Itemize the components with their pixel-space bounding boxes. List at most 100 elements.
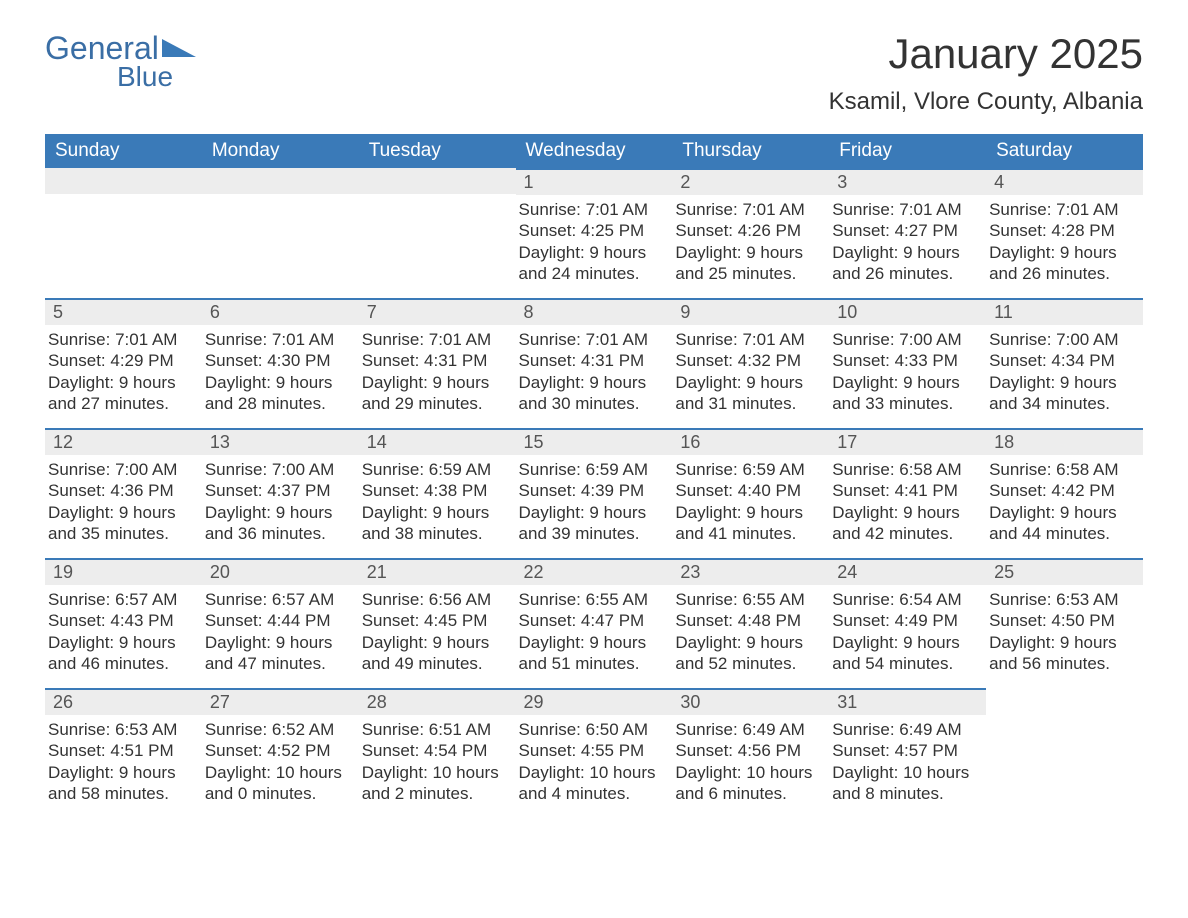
day-number: 5 [45,300,202,325]
day-body: Sunrise: 6:59 AMSunset: 4:38 PMDaylight:… [359,455,516,552]
sunrise-text: Sunrise: 7:01 AM [205,329,351,350]
calendar-cell [45,168,202,298]
day-body: Sunrise: 6:49 AMSunset: 4:56 PMDaylight:… [672,715,829,812]
sunset-text: Sunset: 4:40 PM [675,480,821,501]
sunset-text: Sunset: 4:42 PM [989,480,1135,501]
daylight-text-line1: Daylight: 10 hours [675,762,821,783]
daylight-text-line2: and 29 minutes. [362,393,508,414]
day-number: 2 [672,170,829,195]
daylight-text-line2: and 52 minutes. [675,653,821,674]
day-number: 4 [986,170,1143,195]
calendar-cell [359,168,516,298]
daylight-text-line2: and 27 minutes. [48,393,194,414]
day-wrap: 16Sunrise: 6:59 AMSunset: 4:40 PMDayligh… [672,428,829,552]
day-body: Sunrise: 6:57 AMSunset: 4:44 PMDaylight:… [202,585,359,682]
daylight-text-line2: and 33 minutes. [832,393,978,414]
day-wrap: 8Sunrise: 7:01 AMSunset: 4:31 PMDaylight… [516,298,673,422]
daylight-text-line1: Daylight: 9 hours [362,632,508,653]
day-wrap: 13Sunrise: 7:00 AMSunset: 4:37 PMDayligh… [202,428,359,552]
calendar-header-row: Sunday Monday Tuesday Wednesday Thursday… [45,134,1143,168]
sunset-text: Sunset: 4:51 PM [48,740,194,761]
day-number: 3 [829,170,986,195]
calendar-cell: 4Sunrise: 7:01 AMSunset: 4:28 PMDaylight… [986,168,1143,298]
daylight-text-line2: and 25 minutes. [675,263,821,284]
day-body: Sunrise: 6:53 AMSunset: 4:51 PMDaylight:… [45,715,202,812]
sunrise-text: Sunrise: 6:58 AM [989,459,1135,480]
daylight-text-line2: and 0 minutes. [205,783,351,804]
day-wrap: 9Sunrise: 7:01 AMSunset: 4:32 PMDaylight… [672,298,829,422]
sunset-text: Sunset: 4:48 PM [675,610,821,631]
sunset-text: Sunset: 4:47 PM [519,610,665,631]
sunrise-text: Sunrise: 7:00 AM [205,459,351,480]
daylight-text-line2: and 35 minutes. [48,523,194,544]
day-body: Sunrise: 7:00 AMSunset: 4:33 PMDaylight:… [829,325,986,422]
calendar-cell: 22Sunrise: 6:55 AMSunset: 4:47 PMDayligh… [516,558,673,688]
day-wrap: 24Sunrise: 6:54 AMSunset: 4:49 PMDayligh… [829,558,986,682]
sunset-text: Sunset: 4:25 PM [519,220,665,241]
day-wrap: 18Sunrise: 6:58 AMSunset: 4:42 PMDayligh… [986,428,1143,552]
day-body: Sunrise: 6:51 AMSunset: 4:54 PMDaylight:… [359,715,516,812]
daylight-text-line2: and 6 minutes. [675,783,821,804]
day-wrap: 4Sunrise: 7:01 AMSunset: 4:28 PMDaylight… [986,168,1143,292]
day-wrap: 5Sunrise: 7:01 AMSunset: 4:29 PMDaylight… [45,298,202,422]
daylight-text-line1: Daylight: 10 hours [362,762,508,783]
day-wrap: 7Sunrise: 7:01 AMSunset: 4:31 PMDaylight… [359,298,516,422]
sunrise-text: Sunrise: 7:00 AM [48,459,194,480]
day-body: Sunrise: 7:01 AMSunset: 4:27 PMDaylight:… [829,195,986,292]
weekday-header: Thursday [672,134,829,168]
day-wrap: 17Sunrise: 6:58 AMSunset: 4:41 PMDayligh… [829,428,986,552]
day-wrap: 3Sunrise: 7:01 AMSunset: 4:27 PMDaylight… [829,168,986,292]
sunset-text: Sunset: 4:36 PM [48,480,194,501]
day-body: Sunrise: 7:00 AMSunset: 4:36 PMDaylight:… [45,455,202,552]
daylight-text-line1: Daylight: 9 hours [48,372,194,393]
flag-icon [162,35,200,62]
calendar-cell: 31Sunrise: 6:49 AMSunset: 4:57 PMDayligh… [829,688,986,818]
calendar-cell [986,688,1143,818]
daylight-text-line1: Daylight: 9 hours [832,502,978,523]
sunrise-text: Sunrise: 7:00 AM [989,329,1135,350]
daylight-text-line1: Daylight: 9 hours [205,502,351,523]
daylight-text-line1: Daylight: 9 hours [675,502,821,523]
calendar-cell: 3Sunrise: 7:01 AMSunset: 4:27 PMDaylight… [829,168,986,298]
daylight-text-line1: Daylight: 9 hours [48,762,194,783]
day-number: 10 [829,300,986,325]
calendar-week-row: 1Sunrise: 7:01 AMSunset: 4:25 PMDaylight… [45,168,1143,298]
daylight-text-line1: Daylight: 9 hours [832,372,978,393]
sunset-text: Sunset: 4:37 PM [205,480,351,501]
daylight-text-line2: and 54 minutes. [832,653,978,674]
sunset-text: Sunset: 4:33 PM [832,350,978,371]
calendar-cell [202,168,359,298]
sunrise-text: Sunrise: 6:53 AM [48,719,194,740]
sunset-text: Sunset: 4:28 PM [989,220,1135,241]
daylight-text-line2: and 44 minutes. [989,523,1135,544]
day-number: 30 [672,690,829,715]
daylight-text-line1: Daylight: 9 hours [989,632,1135,653]
daylight-text-line1: Daylight: 9 hours [675,372,821,393]
sunrise-text: Sunrise: 6:53 AM [989,589,1135,610]
calendar-cell: 20Sunrise: 6:57 AMSunset: 4:44 PMDayligh… [202,558,359,688]
day-wrap: 1Sunrise: 7:01 AMSunset: 4:25 PMDaylight… [516,168,673,292]
daylight-text-line1: Daylight: 9 hours [989,502,1135,523]
sunrise-text: Sunrise: 6:49 AM [675,719,821,740]
calendar-cell: 19Sunrise: 6:57 AMSunset: 4:43 PMDayligh… [45,558,202,688]
calendar-cell: 6Sunrise: 7:01 AMSunset: 4:30 PMDaylight… [202,298,359,428]
sunset-text: Sunset: 4:43 PM [48,610,194,631]
day-number: 31 [829,690,986,715]
weekday-header: Monday [202,134,359,168]
daylight-text-line2: and 38 minutes. [362,523,508,544]
daylight-text-line2: and 34 minutes. [989,393,1135,414]
day-wrap: 15Sunrise: 6:59 AMSunset: 4:39 PMDayligh… [516,428,673,552]
sunset-text: Sunset: 4:45 PM [362,610,508,631]
calendar-cell: 5Sunrise: 7:01 AMSunset: 4:29 PMDaylight… [45,298,202,428]
day-body: Sunrise: 7:01 AMSunset: 4:25 PMDaylight:… [516,195,673,292]
day-body: Sunrise: 7:00 AMSunset: 4:34 PMDaylight:… [986,325,1143,422]
daylight-text-line2: and 2 minutes. [362,783,508,804]
sunrise-text: Sunrise: 6:54 AM [832,589,978,610]
day-body: Sunrise: 7:01 AMSunset: 4:31 PMDaylight:… [359,325,516,422]
daylight-text-line1: Daylight: 9 hours [675,632,821,653]
weekday-header: Saturday [986,134,1143,168]
calendar-week-row: 5Sunrise: 7:01 AMSunset: 4:29 PMDaylight… [45,298,1143,428]
sunrise-text: Sunrise: 6:55 AM [519,589,665,610]
day-wrap: 30Sunrise: 6:49 AMSunset: 4:56 PMDayligh… [672,688,829,812]
daylight-text-line2: and 41 minutes. [675,523,821,544]
